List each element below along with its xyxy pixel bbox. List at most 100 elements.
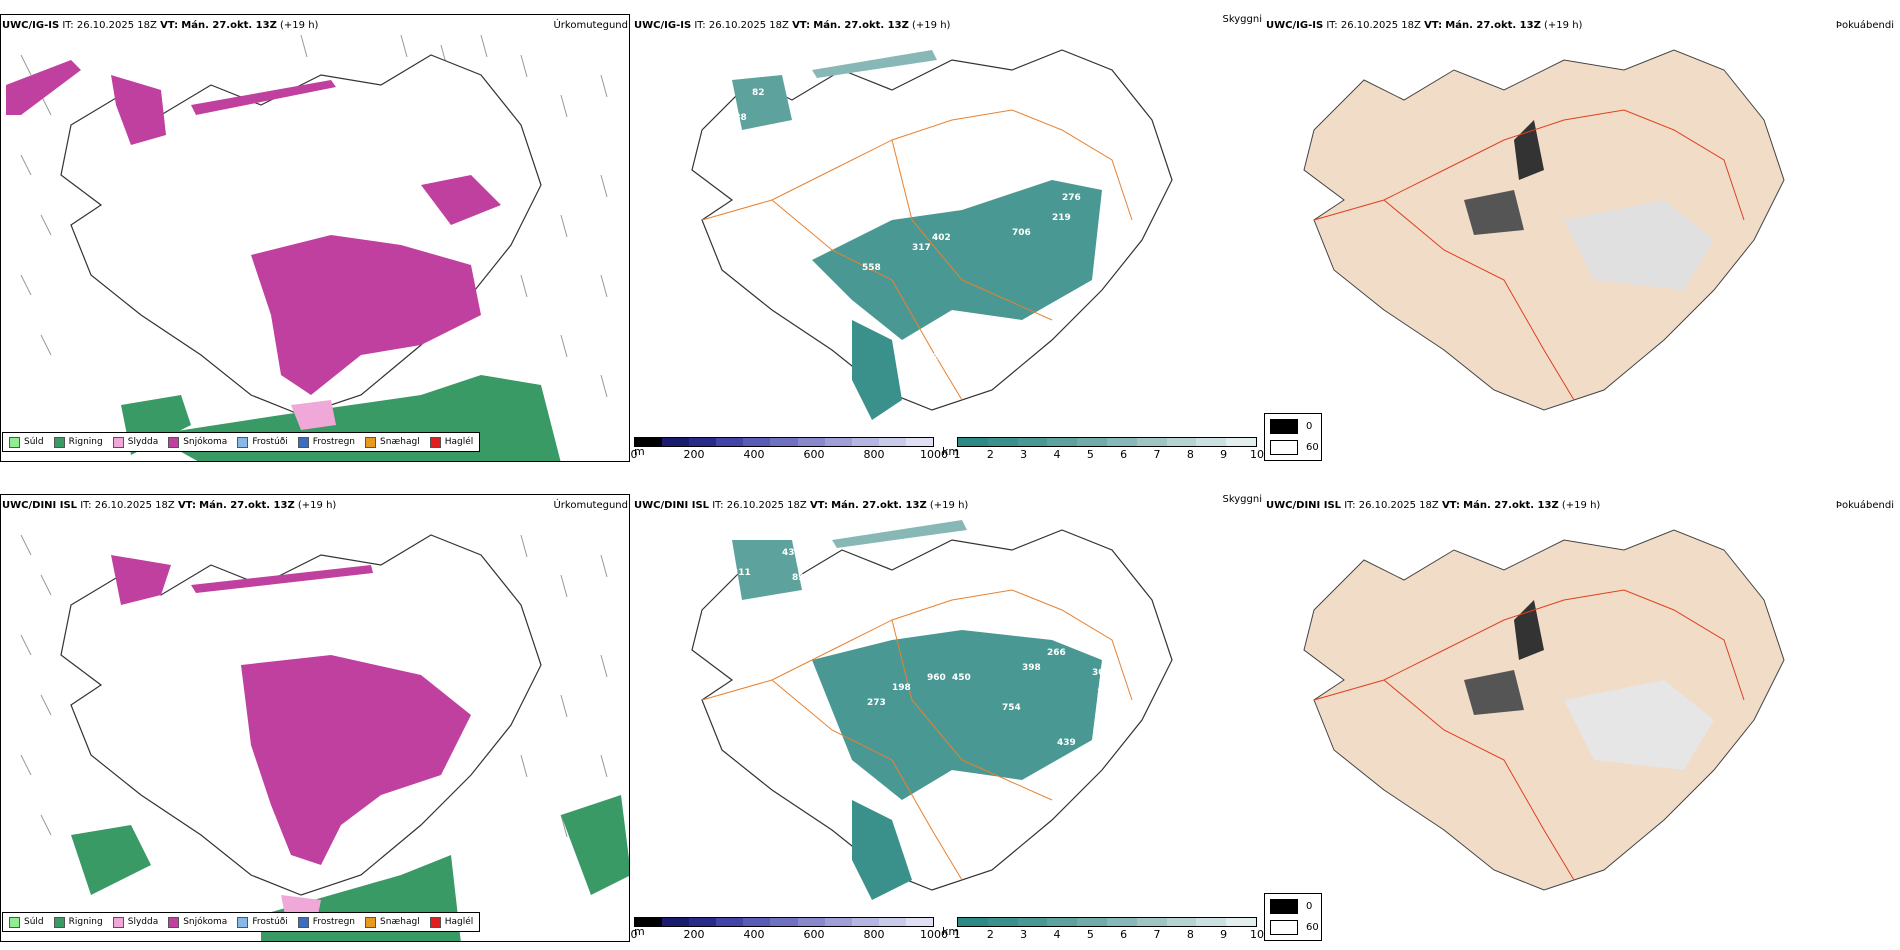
snow-region — [421, 175, 501, 225]
legend-swatch — [9, 436, 20, 448]
panel-label-precip-type: Úrkomutegund — [553, 500, 628, 511]
ceiling-colorbar: 0 200 400 600 800 1000 — [631, 437, 948, 461]
colorbar-segment — [1077, 438, 1107, 446]
forecast-row-top: UWC/IG-IS IT: 26.10.2025 18Z VT: Mán. 27… — [0, 0, 1900, 470]
colorbar-segment — [878, 438, 906, 446]
colorbar-tick: 3 — [1020, 448, 1028, 461]
fog-region — [1514, 120, 1544, 180]
precip-map-frame — [0, 14, 630, 462]
legend-item-snow-grains: Snæhagl — [365, 436, 420, 448]
panel-label-fog: Þokuábendi — [1835, 500, 1894, 511]
height-labels: 438 898 311 569 601 266 398 450 960 198 … — [732, 548, 1116, 853]
colorbar-segment — [1017, 438, 1048, 446]
low-visibility-region — [732, 540, 802, 600]
colorbar-tick: 1000 — [920, 448, 948, 461]
colorbar-tick: 400 — [743, 448, 765, 461]
fog-swatch-black — [1270, 899, 1298, 914]
colorbar-segment — [1136, 438, 1167, 446]
colorbar-tick: 600 — [803, 928, 825, 941]
fog-legend-item: 0 — [1270, 899, 1312, 914]
low-visibility-region — [832, 520, 967, 548]
colorbar-tick: 200 — [683, 928, 705, 941]
colorbar-tick: 3 — [1020, 928, 1028, 941]
iceland-outline — [1303, 529, 1785, 891]
low-visibility-region — [732, 75, 792, 130]
colorbar-segment — [905, 918, 934, 926]
colorbar-tick: 1 — [953, 928, 961, 941]
ceiling-bar — [634, 437, 934, 447]
panel-label-ceiling: Skyggni — [1222, 494, 1262, 505]
legend-item-freezing-drizzle: Frostúði — [237, 436, 288, 448]
legend-swatch — [53, 436, 65, 448]
panel-title: UWC/IG-IS IT: 26.10.2025 18Z VT: Mán. 27… — [2, 20, 318, 31]
fog-map — [1303, 49, 1785, 411]
colorbar-tick: 5 — [1086, 448, 1094, 461]
fog-legend: 0 60 — [1264, 413, 1322, 461]
precip-type-panel: UWC/IG-IS IT: 26.10.2025 18Z VT: Mán. 27… — [0, 0, 632, 470]
road-network — [701, 589, 1133, 881]
ceiling-unit: m — [634, 445, 645, 458]
colorbar-segment — [1106, 438, 1137, 446]
colorbar-segment — [1226, 438, 1256, 446]
colorbar-segment — [1196, 438, 1227, 446]
height-label: 224 — [902, 813, 921, 823]
iceland-outline — [1303, 49, 1785, 411]
height-label: 754 — [1002, 703, 1021, 713]
height-label: 82 — [752, 88, 765, 98]
fog-legend-item: 60 — [1270, 440, 1319, 455]
ceiling-ticks: 0 200 400 600 800 1000 — [630, 927, 949, 941]
height-label: 558 — [862, 263, 881, 273]
snow-region — [191, 80, 336, 115]
colorbar-tick: 7 — [1153, 448, 1161, 461]
low-visibility-region — [812, 50, 937, 78]
legend-swatch — [365, 916, 377, 928]
colorbar-segment — [689, 438, 717, 446]
panel-title-ceiling: UWC/DINI ISL IT: 26.10.2025 18Z VT: Mán.… — [634, 500, 969, 511]
height-label: 317 — [912, 243, 931, 253]
precip-type-panel: UWC/DINI ISL IT: 26.10.2025 18Z VT: Mán.… — [0, 480, 632, 950]
ceiling-unit: m — [634, 925, 645, 938]
legend-item-drizzle: Súld — [9, 916, 44, 928]
ceiling-visibility-panel: 82 288 558 317 402 706 219 276 369 337 5… — [631, 0, 1265, 470]
colorbar-tick: 800 — [863, 448, 885, 461]
legend-item-sleet: Slydda — [112, 436, 158, 448]
snow-region — [111, 555, 171, 605]
colorbar-segment — [905, 438, 934, 446]
colorbar-segment — [1047, 438, 1078, 446]
colorbar-tick: 200 — [683, 448, 705, 461]
visibility-bar — [957, 917, 1257, 927]
init-time-label: IT: — [62, 20, 74, 31]
colorbar-tick: 9 — [1220, 928, 1228, 941]
road-network — [1313, 109, 1745, 401]
height-label: 389 — [1097, 688, 1116, 698]
colorbar-segment — [662, 918, 690, 926]
colorbar-segment — [797, 438, 825, 446]
colorbar-tick: 2 — [986, 448, 994, 461]
height-label: 277 — [932, 353, 951, 363]
colorbar-segment — [716, 438, 744, 446]
fog-map — [1303, 529, 1785, 891]
colorbar-segment — [878, 918, 906, 926]
init-time-label: IT: — [80, 500, 92, 511]
legend-swatch — [429, 916, 441, 928]
fog-panel: Þokuábendi — [1264, 480, 1900, 950]
height-label: 369 — [1012, 168, 1031, 178]
colorbar-tick: 0 — [630, 928, 638, 941]
panel-label-fog: Þokuábendi — [1835, 20, 1894, 31]
colorbar-segment — [635, 918, 663, 926]
height-label: 311 — [732, 568, 751, 578]
height-label: 450 — [952, 673, 971, 683]
lead-time: (+19 h) — [297, 500, 337, 511]
height-label: 276 — [1062, 193, 1081, 203]
legend-item-freezing-rain: Frostregn — [297, 916, 355, 928]
colorbar-segment — [770, 438, 798, 446]
height-label: 402 — [932, 233, 951, 243]
colorbar-segment — [797, 918, 825, 926]
colorbar-tick: 5 — [1086, 928, 1094, 941]
height-label: 301 — [1092, 668, 1111, 678]
forecast-row-bottom: UWC/DINI ISL IT: 26.10.2025 18Z VT: Mán.… — [0, 480, 1900, 950]
legend-item-rain: Rigning — [53, 916, 103, 928]
height-label: 219 — [1052, 213, 1071, 223]
ceiling-colorbar: 0 200 400 600 800 1000 — [630, 917, 949, 941]
valid-time: Mán. 27.okt. 13Z — [181, 20, 277, 31]
